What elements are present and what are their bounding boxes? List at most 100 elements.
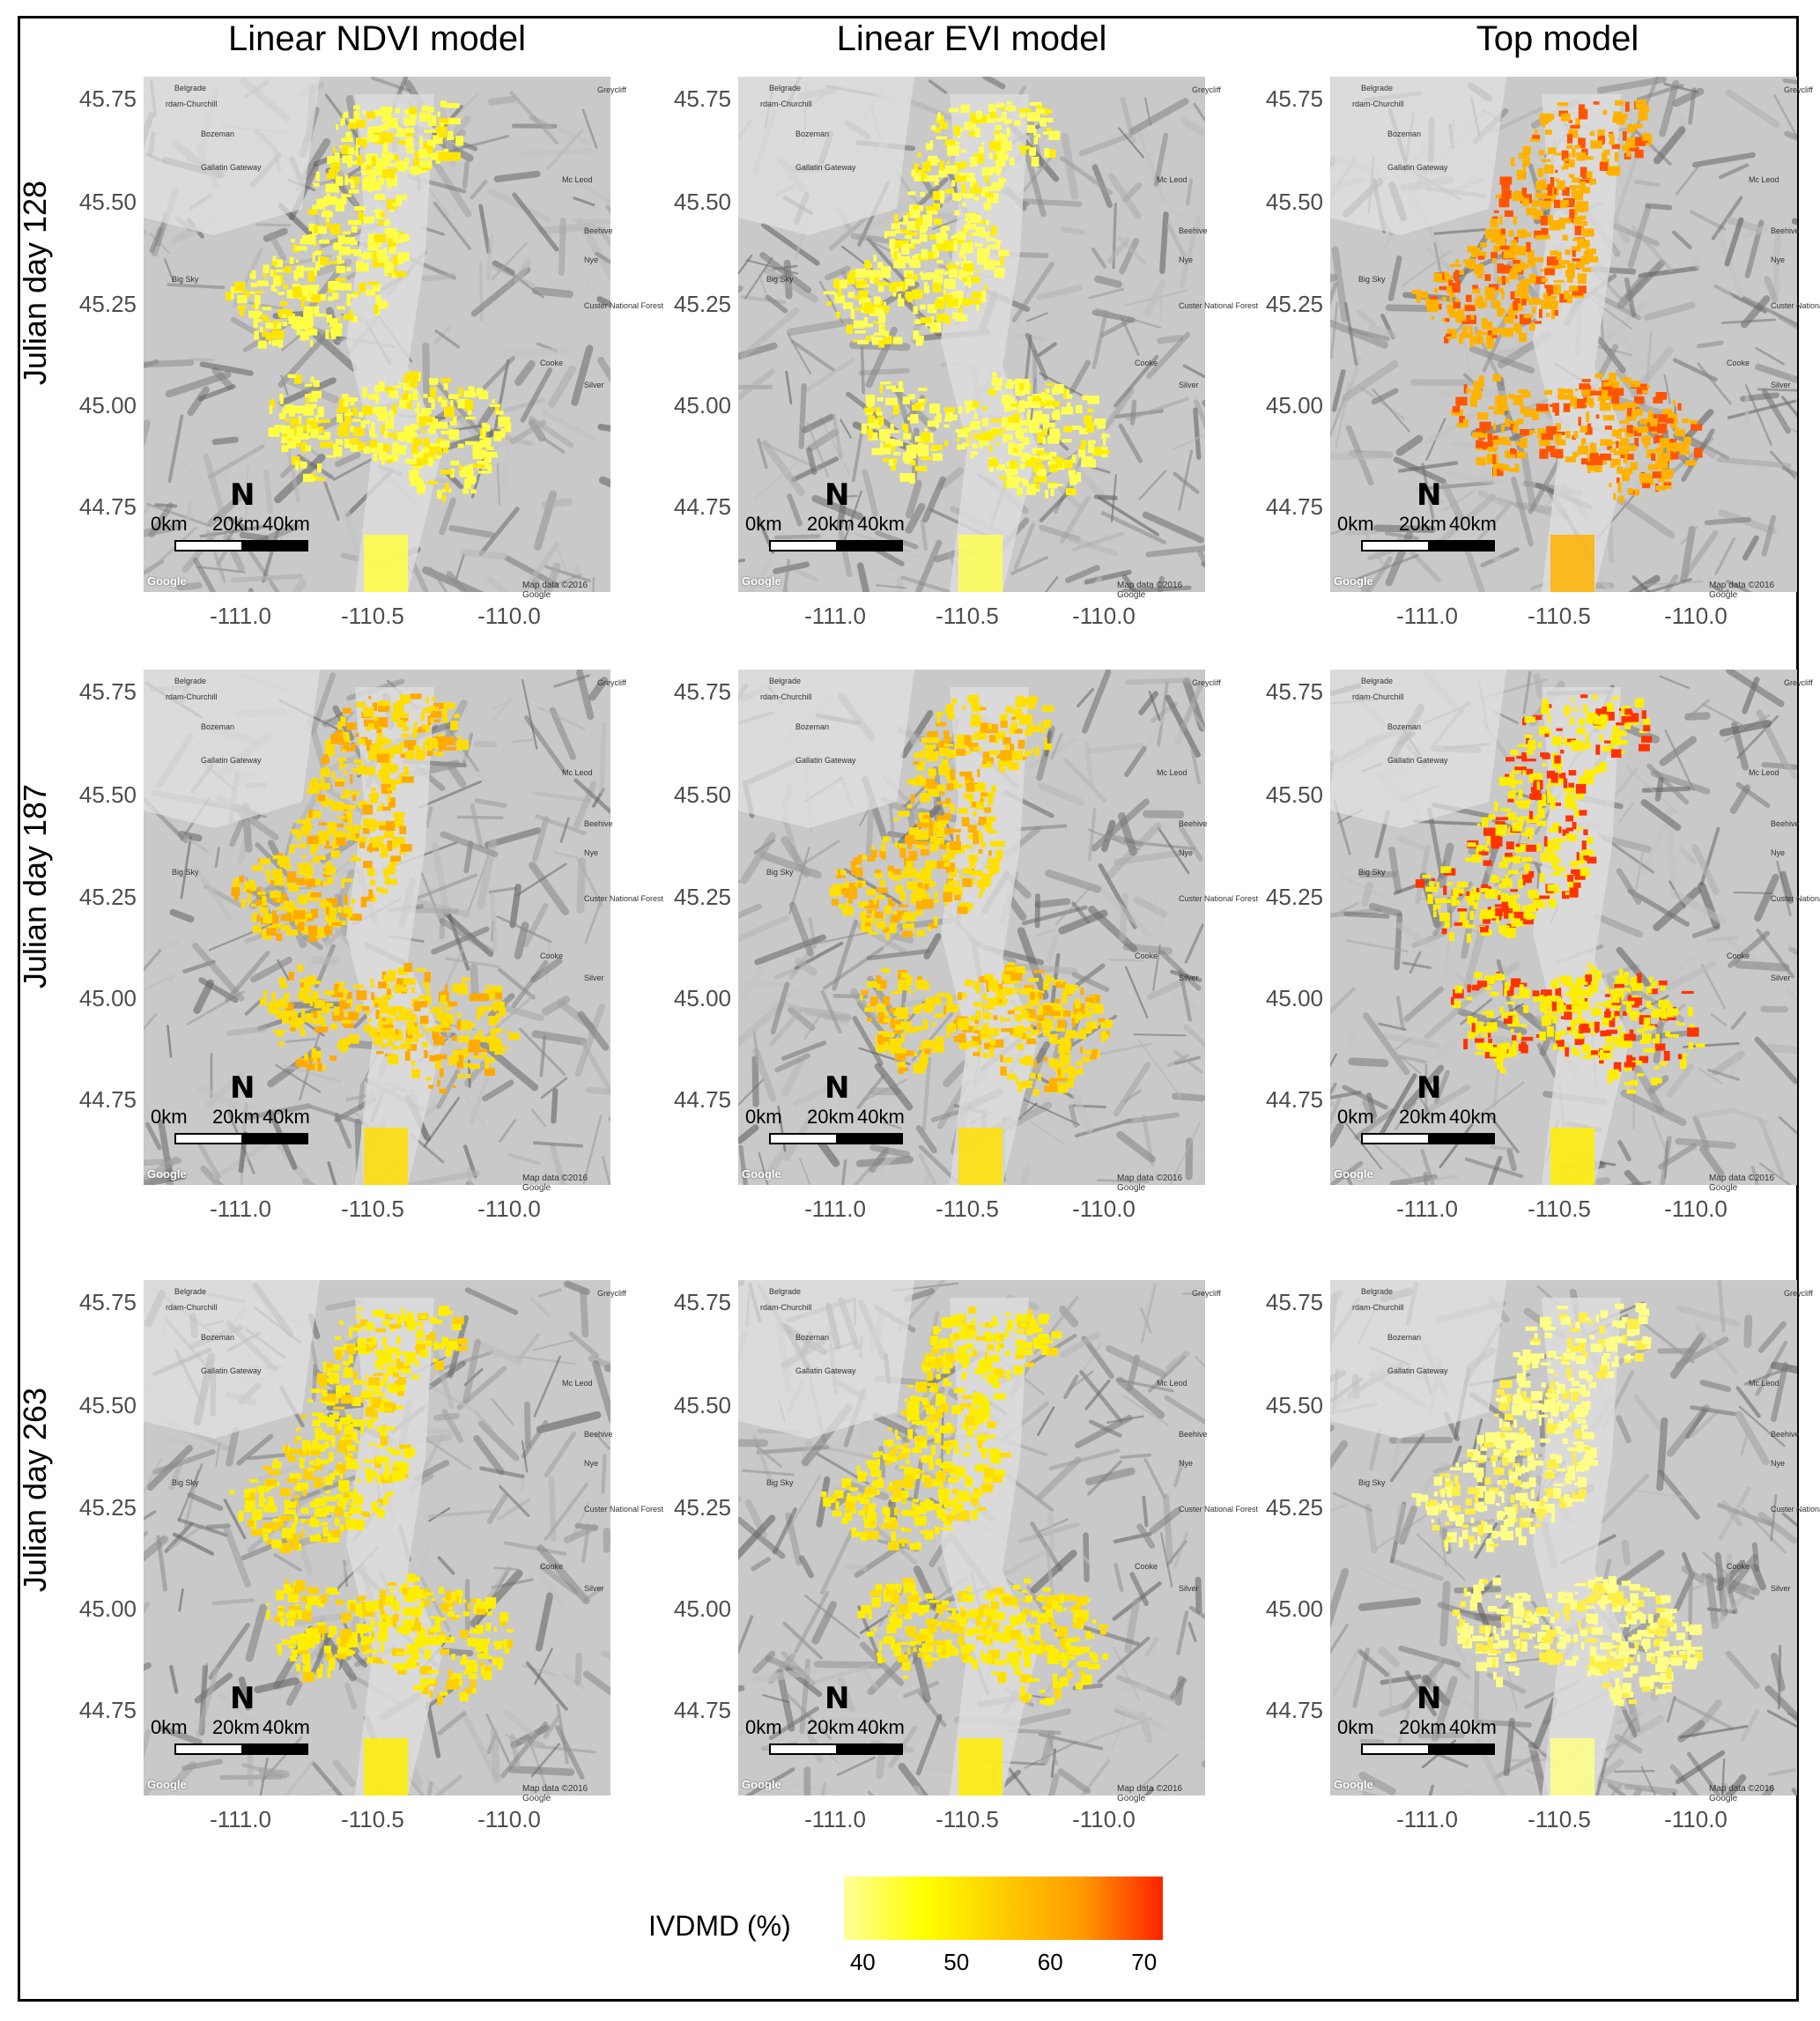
ivdmd-pixel bbox=[987, 193, 999, 204]
ivdmd-pixel bbox=[964, 400, 975, 404]
ivdmd-pixel bbox=[943, 812, 951, 820]
ivdmd-pixel bbox=[982, 1011, 991, 1020]
map-svg bbox=[144, 670, 610, 1185]
ivdmd-pixel bbox=[986, 219, 989, 226]
ivdmd-pixel bbox=[991, 785, 996, 792]
terrain-ridge bbox=[1037, 781, 1084, 806]
ivdmd-pixel bbox=[406, 403, 412, 410]
ivdmd-pixel bbox=[885, 385, 897, 390]
ivdmd-pixel bbox=[892, 240, 902, 249]
ivdmd-pixel bbox=[280, 300, 288, 307]
place-name: Mc Leod bbox=[562, 175, 593, 184]
terrain-ridge bbox=[1330, 319, 1388, 349]
ivdmd-pixel bbox=[1538, 308, 1543, 318]
ivdmd-pixel bbox=[374, 209, 379, 213]
ivdmd-pixel bbox=[301, 986, 311, 991]
ivdmd-pixel bbox=[317, 881, 324, 886]
ivdmd-pixel bbox=[984, 865, 992, 869]
ivdmd-pixel bbox=[972, 401, 980, 408]
ivdmd-pixel bbox=[961, 844, 973, 849]
ivdmd-pixel bbox=[1054, 1040, 1059, 1045]
plain-area bbox=[738, 77, 914, 235]
ivdmd-pixel bbox=[1067, 1071, 1076, 1080]
ivdmd-pixel bbox=[1027, 701, 1036, 709]
ivdmd-pixel bbox=[315, 426, 324, 433]
ivdmd-pixel bbox=[937, 740, 949, 748]
ivdmd-pixel bbox=[295, 246, 307, 251]
ivdmd-pixel bbox=[893, 403, 899, 415]
place-name: Gallatin Gateway bbox=[795, 163, 856, 172]
ivdmd-pixel bbox=[1623, 468, 1633, 475]
terrain-ridge bbox=[1158, 279, 1163, 321]
ivdmd-pixel bbox=[1639, 383, 1647, 389]
ivdmd-pixel bbox=[884, 1018, 896, 1023]
terrain-ridge bbox=[1124, 966, 1149, 1018]
ivdmd-pixel bbox=[269, 1008, 278, 1015]
ivdmd-pixel bbox=[845, 902, 849, 907]
ivdmd-pixel bbox=[917, 152, 921, 158]
ivdmd-pixel bbox=[1003, 417, 1013, 428]
ivdmd-pixel bbox=[339, 731, 350, 739]
ivdmd-pixel bbox=[404, 138, 414, 149]
ivdmd-pixel bbox=[364, 1025, 373, 1033]
ivdmd-pixel bbox=[466, 476, 477, 480]
ivdmd-pixel bbox=[1057, 1019, 1067, 1028]
ivdmd-pixel bbox=[1045, 400, 1054, 405]
ivdmd-pixel bbox=[1622, 130, 1627, 141]
ivdmd-pixel bbox=[973, 981, 980, 991]
ivdmd-pixel bbox=[989, 140, 1002, 152]
ivdmd-pixel bbox=[402, 719, 407, 728]
ivdmd-pixel bbox=[904, 836, 917, 845]
ivdmd-pixel bbox=[1518, 332, 1527, 343]
ivdmd-pixel bbox=[971, 292, 982, 299]
terrain-ridge bbox=[519, 541, 560, 592]
ivdmd-pixel bbox=[897, 811, 910, 817]
ivdmd-pixel bbox=[445, 746, 456, 751]
ivdmd-pixel bbox=[1032, 748, 1035, 753]
ivdmd-pixel bbox=[1602, 415, 1615, 421]
terrain-ridge bbox=[192, 863, 233, 922]
terrain-ridge bbox=[1173, 471, 1200, 494]
ivdmd-pixel bbox=[945, 771, 954, 781]
ivdmd-pixel bbox=[1609, 133, 1615, 138]
ivdmd-pixel bbox=[892, 439, 901, 446]
terrain-ridge bbox=[1742, 535, 1759, 561]
ivdmd-pixel bbox=[1618, 427, 1628, 433]
ivdmd-pixel bbox=[949, 840, 961, 850]
ivdmd-pixel bbox=[1544, 268, 1556, 276]
ivdmd-pixel bbox=[331, 992, 344, 998]
ivdmd-pixel bbox=[890, 246, 899, 255]
ivdmd-pixel bbox=[1452, 282, 1461, 293]
ivdmd-pixel bbox=[1484, 287, 1496, 298]
ivdmd-pixel bbox=[977, 220, 987, 225]
ivdmd-pixel bbox=[435, 424, 448, 429]
terrain-ridge bbox=[1133, 1033, 1187, 1037]
ivdmd-pixel bbox=[974, 783, 979, 792]
ivdmd-pixel bbox=[867, 909, 877, 914]
ivdmd-pixel bbox=[475, 1048, 488, 1053]
ivdmd-pixel bbox=[1571, 187, 1576, 198]
ivdmd-pixel bbox=[324, 431, 331, 437]
ivdmd-pixel bbox=[380, 125, 388, 131]
terrain-ridge bbox=[499, 1119, 516, 1144]
ivdmd-pixel bbox=[847, 292, 855, 299]
ivdmd-pixel bbox=[457, 443, 464, 448]
ivdmd-pixel bbox=[1044, 737, 1047, 746]
ivdmd-pixel bbox=[1553, 279, 1565, 283]
ivdmd-pixel bbox=[954, 868, 959, 873]
ivdmd-pixel bbox=[1600, 439, 1613, 447]
ivdmd-pixel bbox=[1628, 146, 1639, 152]
ivdmd-pixel bbox=[1476, 440, 1483, 448]
ivdmd-pixel bbox=[317, 831, 330, 840]
place-name: Custer National Forest bbox=[584, 894, 664, 903]
place-name: Beehive bbox=[584, 819, 613, 828]
ivdmd-pixel bbox=[1038, 469, 1047, 477]
ivdmd-pixel bbox=[319, 441, 329, 448]
ivdmd-pixel bbox=[434, 455, 441, 459]
ivdmd-pixel bbox=[1550, 314, 1555, 320]
ivdmd-pixel bbox=[314, 855, 326, 861]
place-name: Big Sky bbox=[172, 275, 199, 284]
x-tick-label: -110.0 bbox=[477, 603, 541, 629]
ivdmd-pixel bbox=[1472, 432, 1483, 439]
ivdmd-pixel bbox=[914, 218, 921, 230]
